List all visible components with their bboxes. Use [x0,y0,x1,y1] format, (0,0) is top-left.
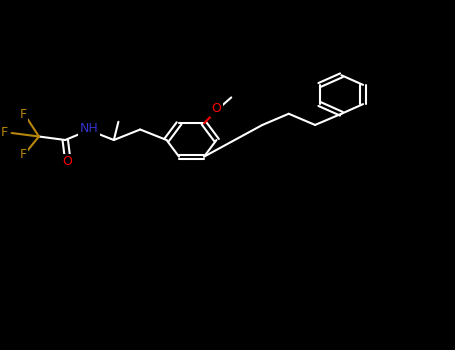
Text: F: F [20,148,26,161]
Text: NH: NH [80,122,98,135]
Text: F: F [20,108,26,121]
Text: O: O [63,155,72,168]
Text: F: F [1,126,8,139]
Text: O: O [212,102,221,115]
